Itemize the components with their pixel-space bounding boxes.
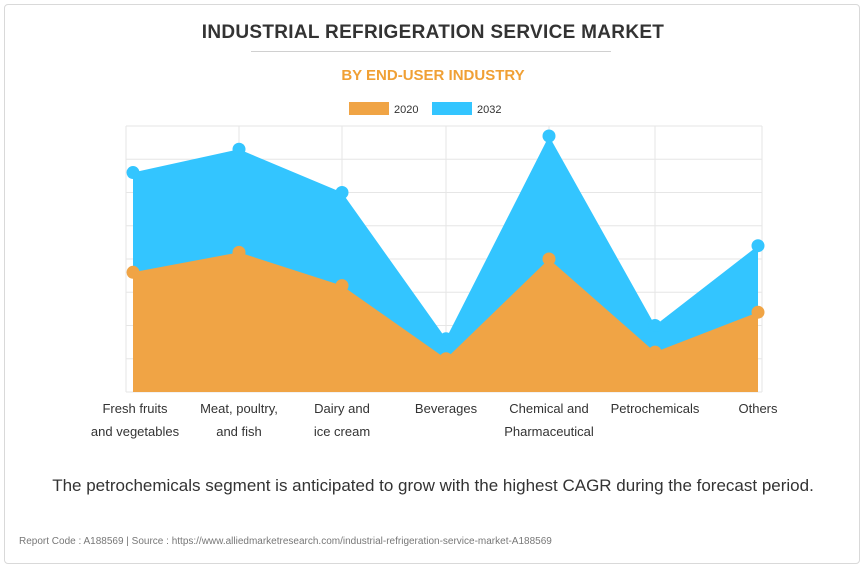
footnote: The petrochemicals segment is anticipate… xyxy=(52,476,814,495)
x-tick-label: Beverages xyxy=(414,401,478,416)
data-point-2020 xyxy=(648,345,662,359)
data-point-2020 xyxy=(126,265,140,279)
data-point-2032 xyxy=(335,186,349,199)
x-tick-label: Petrochemicals xyxy=(610,401,700,416)
data-point-2020 xyxy=(439,352,453,366)
area-series-2020 xyxy=(133,252,758,392)
x-tick-label: Fresh fruits and vegetables xyxy=(90,401,180,439)
data-point-2032 xyxy=(232,142,246,156)
data-point-2032 xyxy=(439,332,453,346)
data-point-2032 xyxy=(126,166,140,180)
title-divider xyxy=(251,51,611,52)
data-point-2020 xyxy=(232,245,246,259)
legend-label-2020: 2020 xyxy=(394,104,418,116)
chart-subtitle: BY END-USER INDUSTRY xyxy=(341,67,525,84)
data-point-2032 xyxy=(542,129,556,143)
data-point-2032 xyxy=(751,239,765,253)
x-tick-label: Others xyxy=(738,401,778,416)
legend-swatch-2020 xyxy=(349,102,389,115)
data-point-2020 xyxy=(751,305,765,319)
x-tick-label: Dairy and ice cream xyxy=(313,401,371,439)
source-line: Report Code : A188569 | Source : https:/… xyxy=(19,536,552,547)
chart-title: INDUSTRIAL REFRIGERATION SERVICE MARKET xyxy=(201,22,665,43)
data-point-2020 xyxy=(335,279,349,293)
data-point-2032 xyxy=(648,319,662,332)
x-tick-label: Meat, poultry, and fish xyxy=(200,401,278,439)
data-point-2020 xyxy=(542,252,556,266)
legend-label-2032: 2032 xyxy=(477,104,501,116)
x-tick-label: Chemical and Pharmaceutical xyxy=(504,401,594,439)
legend-swatch-2032 xyxy=(432,102,472,115)
